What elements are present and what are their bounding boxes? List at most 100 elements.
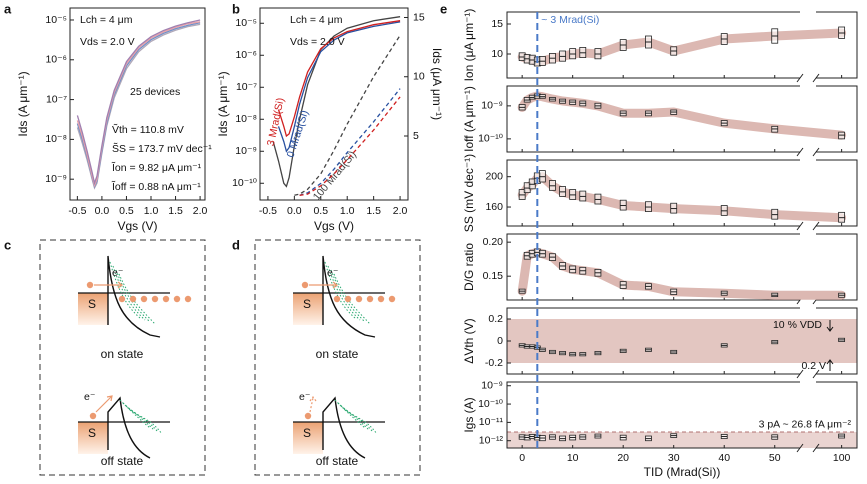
annotation: Ṽth = 110.8 mV <box>112 123 184 136</box>
band-edge <box>107 396 151 459</box>
annotation: 25 devices <box>130 86 180 98</box>
plot-frame <box>69 7 206 201</box>
y-tick-label: 200 <box>485 170 503 182</box>
y-tick-label: 15 <box>491 18 503 30</box>
plot-frame <box>506 233 858 301</box>
tunnel-path <box>112 265 146 321</box>
curve <box>277 20 401 138</box>
y-tick-label: 0.15 <box>483 270 504 282</box>
x-tick-label: 50 <box>769 452 781 464</box>
y-tick-label: 10⁻⁵ <box>45 14 67 26</box>
x-tick-label: 1.5 <box>366 205 381 217</box>
panel-label: b <box>232 1 240 16</box>
marker-label: ~ 3 Mrad(Si) <box>541 14 599 26</box>
y-tick-label: 10⁻⁶ <box>45 54 67 66</box>
annotation: Ĩoff = 0.88 nA μm⁻¹ <box>111 180 201 193</box>
x-tick-label: 0.5 <box>313 205 328 217</box>
y-tick-label: 10⁻⁹ <box>45 173 67 185</box>
tunnel-path <box>327 265 361 321</box>
electron-arrow <box>94 281 123 289</box>
tunnel-path <box>343 408 378 435</box>
tunnel-path <box>337 402 370 431</box>
y-axis-label: Igs (A) <box>462 397 476 432</box>
electron <box>366 295 374 303</box>
axis-break <box>796 73 820 83</box>
x-tick-label: 2.0 <box>393 205 408 217</box>
y-axis-label: D/G ratio <box>462 243 476 291</box>
electron <box>184 295 192 303</box>
electron <box>388 295 396 303</box>
curve <box>299 88 401 196</box>
y-tick-label: 10⁻¹² <box>479 434 504 446</box>
diagram-frame <box>39 239 206 476</box>
annotation: 10 % VDD <box>773 319 822 331</box>
axis-break <box>796 369 820 379</box>
panel-label: e <box>440 1 447 16</box>
curve <box>272 16 401 188</box>
x-tick-label: 1.0 <box>144 205 159 217</box>
axis-break <box>796 221 820 231</box>
y-axis-label: Ion (μA μm⁻¹) <box>462 9 476 82</box>
x-axis-label: Vgs (V) <box>314 219 354 233</box>
x-tick-label: 30 <box>668 452 680 464</box>
electron <box>301 281 309 289</box>
plot-frame <box>259 7 409 201</box>
x-tick-label: 0.0 <box>287 205 302 217</box>
panel-label: c <box>4 237 11 252</box>
y-tick-label: 10⁻⁹ <box>481 380 503 392</box>
threshold-label: 3 pA ~ 26.8 fA μm⁻² <box>759 419 852 431</box>
y-tick-label: 10 <box>491 48 503 60</box>
band-edge <box>322 255 376 338</box>
axis-break <box>796 147 820 157</box>
y-tick-label: 10⁻⁷ <box>236 81 257 93</box>
curve <box>299 96 401 196</box>
source-label: S <box>303 426 311 440</box>
x-tick-label: 2.0 <box>193 205 208 217</box>
electron-label: e⁻ <box>84 391 96 403</box>
y-tick-label: 10⁻⁹ <box>235 145 257 157</box>
y-axis-label: SS (mV dec⁻¹) <box>462 154 476 232</box>
x-tick-label: 1.0 <box>340 205 355 217</box>
y-tick-label: 0 <box>497 335 503 347</box>
y-tick-label: 10⁻⁹ <box>481 100 503 112</box>
arrow <box>826 320 834 332</box>
y-tick-label: 10⁻¹⁰ <box>478 133 504 145</box>
band-edge <box>107 255 161 338</box>
x-tick-label: -0.5 <box>259 205 277 217</box>
electron <box>151 295 159 303</box>
y-tick-label: 10⁻¹⁰ <box>232 177 258 189</box>
x-tick-label: 20 <box>617 452 629 464</box>
y-tick-label: 0.2 <box>488 313 503 325</box>
x-tick-label: 40 <box>718 452 730 464</box>
x-tick-label: 10 <box>567 452 579 464</box>
annotation: Vds = 2.0 V <box>80 36 135 48</box>
electron <box>118 295 126 303</box>
electron <box>355 295 363 303</box>
x-tick-label: 1.5 <box>168 205 183 217</box>
electron <box>89 412 97 420</box>
y-axis-label: Ids (A μm⁻¹) <box>16 71 30 136</box>
electron <box>86 281 94 289</box>
electron <box>377 295 385 303</box>
panel-label: d <box>232 237 240 252</box>
series-label: 100 Mrad(Si) <box>311 149 359 203</box>
source-label: S <box>88 426 96 440</box>
y-tick-label: 10⁻⁸ <box>235 113 257 125</box>
x-tick-label: -0.5 <box>68 205 86 217</box>
state-label: off state <box>316 454 359 468</box>
arrow <box>826 359 834 371</box>
x-axis-label: Vgs (V) <box>117 219 157 233</box>
y2-tick-label: 10 <box>413 71 425 83</box>
x-tick-label: 0 <box>519 452 525 464</box>
y-tick-label: 160 <box>485 201 503 213</box>
y-tick-label: -0.2 <box>485 357 503 369</box>
y2-tick-label: 15 <box>413 11 425 23</box>
electron <box>304 412 312 420</box>
axis-break <box>796 443 820 453</box>
annotation: Vds = 2.0 V <box>290 36 345 48</box>
source-block <box>293 422 323 454</box>
x-tick-label: 100 <box>833 452 851 464</box>
state-label: off state <box>101 454 144 468</box>
electron-label: e⁻ <box>299 391 311 403</box>
